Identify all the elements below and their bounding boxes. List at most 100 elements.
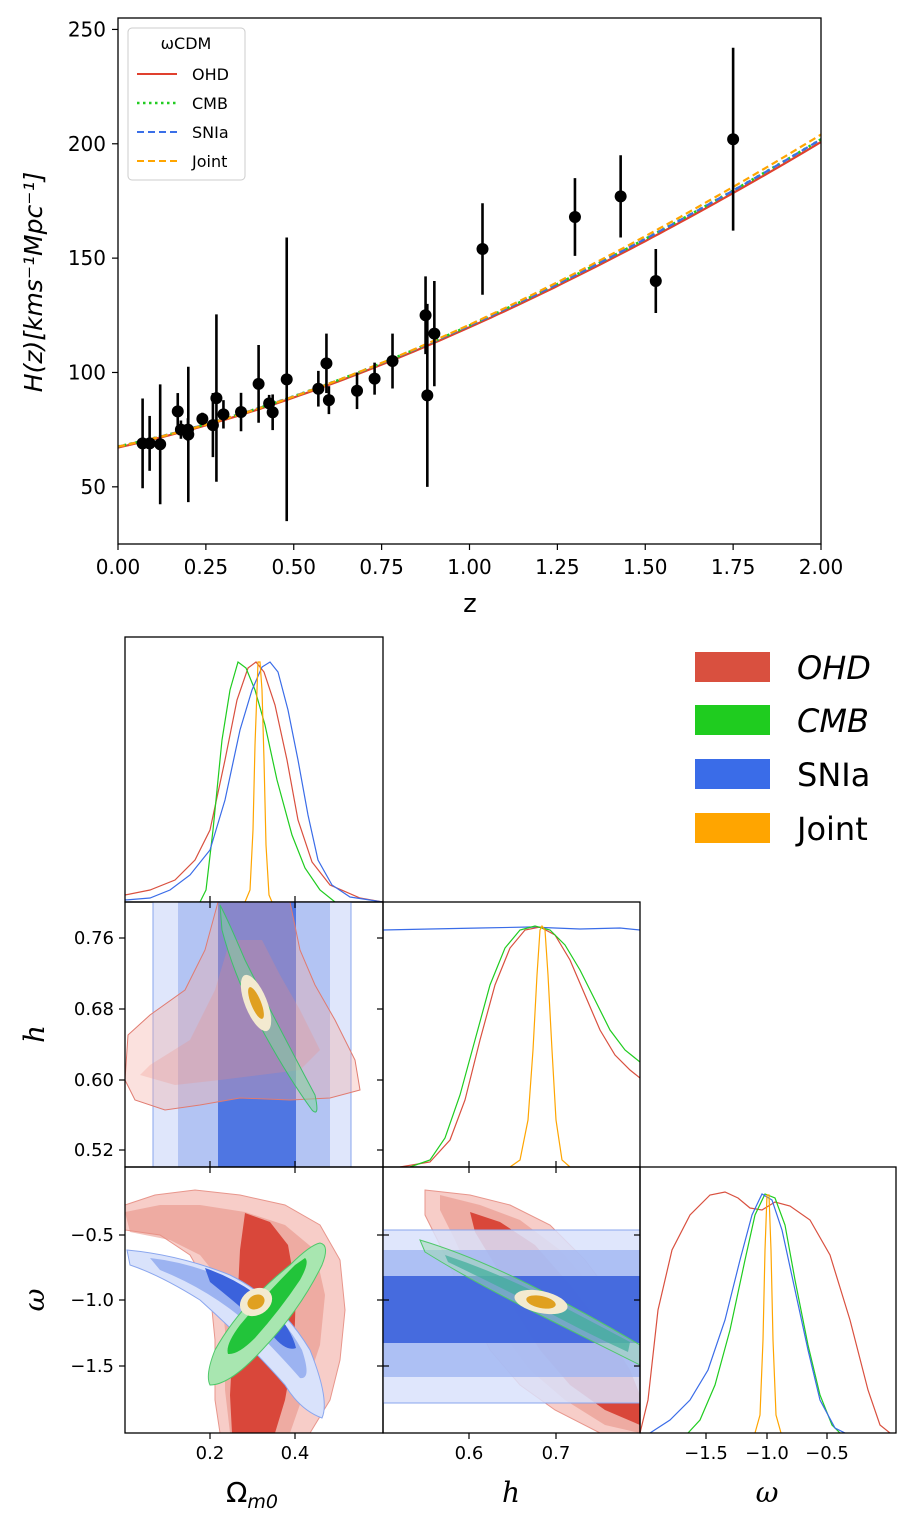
- data-point: [386, 333, 399, 389]
- h-tick-068: 0.68: [74, 999, 114, 1020]
- x-tick-label: 0.75: [359, 555, 404, 579]
- om-marginal-cmb: [199, 660, 336, 902]
- x-tick-label: 0.25: [184, 555, 229, 579]
- y-tick-label: 200: [68, 132, 106, 156]
- y-tick-label: 250: [68, 17, 106, 41]
- legend-label-cmb: CMB: [192, 94, 228, 113]
- corner-legend-swatch-cmb: [695, 705, 770, 735]
- om-tick-02: 0.2: [196, 1443, 225, 1464]
- w-marginal-snia: [649, 1193, 846, 1433]
- point-marker: [322, 394, 335, 407]
- point-marker: [727, 133, 740, 146]
- h-tick-076: 0.76: [74, 928, 114, 949]
- h-marginal-joint: [509, 924, 571, 1167]
- y-axis-ticks: 50 100 150 200 250: [68, 17, 118, 499]
- data-point: [154, 384, 167, 505]
- point-marker: [351, 384, 364, 397]
- w-xtick-m15: −1.5: [684, 1443, 728, 1464]
- corner-legend: OHD CMB SNIa Joint: [695, 649, 871, 848]
- data-point: [143, 415, 156, 471]
- panel-om-marginal: [124, 636, 384, 903]
- point-marker: [154, 438, 167, 451]
- point-marker: [386, 355, 399, 368]
- y-axis-label: H(z)[kms⁻¹Mpc⁻¹]: [19, 172, 48, 392]
- data-point: [171, 393, 184, 430]
- w-xtick-m10: −1.0: [745, 1443, 789, 1464]
- panel-w-marginal: [639, 1166, 897, 1434]
- h-xtick-06: 0.6: [455, 1443, 484, 1464]
- h-om-joint-inner: [248, 987, 264, 1019]
- legend-label-joint: Joint: [191, 152, 227, 171]
- h-om-ohd-outer: [125, 902, 361, 1111]
- legend-label-ohd: OHD: [192, 65, 229, 84]
- corner-legend-label-joint: Joint: [795, 810, 868, 848]
- model-curves: [118, 133, 821, 449]
- corner-legend-swatch-snia: [695, 759, 770, 789]
- point-marker: [649, 275, 662, 287]
- point-marker: [476, 242, 489, 255]
- w-h-joint-inner: [526, 1295, 556, 1309]
- legend-label-snia: SNIa: [192, 123, 229, 142]
- point-marker: [217, 408, 230, 421]
- om-axis-label: Ωm0: [226, 1476, 278, 1513]
- data-point: [320, 333, 333, 394]
- w-tick-m05: −0.5: [70, 1225, 114, 1246]
- w-xtick-m05: −0.5: [805, 1443, 849, 1464]
- h-x-axis-label: h: [502, 1476, 520, 1509]
- x-tick-label: 1.25: [535, 555, 580, 579]
- om-tick-04: 0.4: [281, 1443, 310, 1464]
- x-tick-label: 1.00: [447, 555, 492, 579]
- data-point: [266, 394, 279, 431]
- point-marker: [210, 392, 223, 405]
- data-point: [196, 412, 209, 426]
- om-marginal-snia: [125, 661, 383, 902]
- legend-frame: [127, 27, 246, 181]
- w-tick-m15: −1.5: [70, 1356, 114, 1377]
- panel-w-h: [382, 1166, 641, 1434]
- data-point: [217, 400, 230, 429]
- x-tick-label: 2.00: [799, 555, 844, 579]
- point-marker: [428, 327, 441, 340]
- h-tick-052: 0.52: [74, 1140, 114, 1161]
- data-point: [614, 155, 627, 238]
- point-marker: [171, 405, 184, 418]
- y-tick-label: 150: [68, 246, 106, 270]
- x-tick-label: 0.50: [271, 555, 316, 579]
- panel-h-marginal-frame: [382, 901, 641, 1168]
- data-point: [419, 276, 432, 355]
- h-xtick-07: 0.7: [542, 1443, 571, 1464]
- panel-h-om: [124, 901, 384, 1168]
- data-points: [136, 47, 740, 522]
- point-marker: [196, 412, 209, 425]
- corner-legend-label-cmb: CMB: [797, 702, 869, 740]
- data-point: [568, 178, 581, 256]
- y-tick-label: 50: [81, 475, 106, 499]
- corner-legend-label-snia: SNIa: [797, 756, 870, 794]
- point-marker: [421, 389, 434, 402]
- w-y-axis-label: ω: [18, 1288, 51, 1311]
- data-point: [235, 392, 248, 432]
- data-point: [210, 314, 223, 482]
- x-axis-label: z: [463, 589, 477, 619]
- data-point: [312, 370, 325, 407]
- data-point: [727, 47, 740, 231]
- point-marker: [320, 357, 333, 370]
- x-tick-label: 1.75: [711, 555, 756, 579]
- w-marginal-joint: [754, 1194, 782, 1433]
- w-x-axis-label: ω: [756, 1476, 779, 1509]
- point-marker: [312, 382, 325, 395]
- y-tick-label: 100: [68, 360, 106, 384]
- point-marker: [235, 406, 248, 419]
- data-point: [428, 281, 441, 387]
- point-marker: [266, 406, 279, 419]
- data-point: [351, 372, 364, 410]
- w-tick-m10: −1.0: [70, 1290, 114, 1311]
- h-tick-060: 0.60: [74, 1070, 114, 1091]
- point-marker: [143, 437, 156, 450]
- data-point: [368, 362, 381, 395]
- hubble-legend: ωCDM OHD CMB SNIa Joint: [127, 27, 246, 181]
- data-point: [182, 366, 195, 503]
- corner-legend-swatch-joint: [695, 813, 770, 843]
- data-point: [476, 203, 489, 295]
